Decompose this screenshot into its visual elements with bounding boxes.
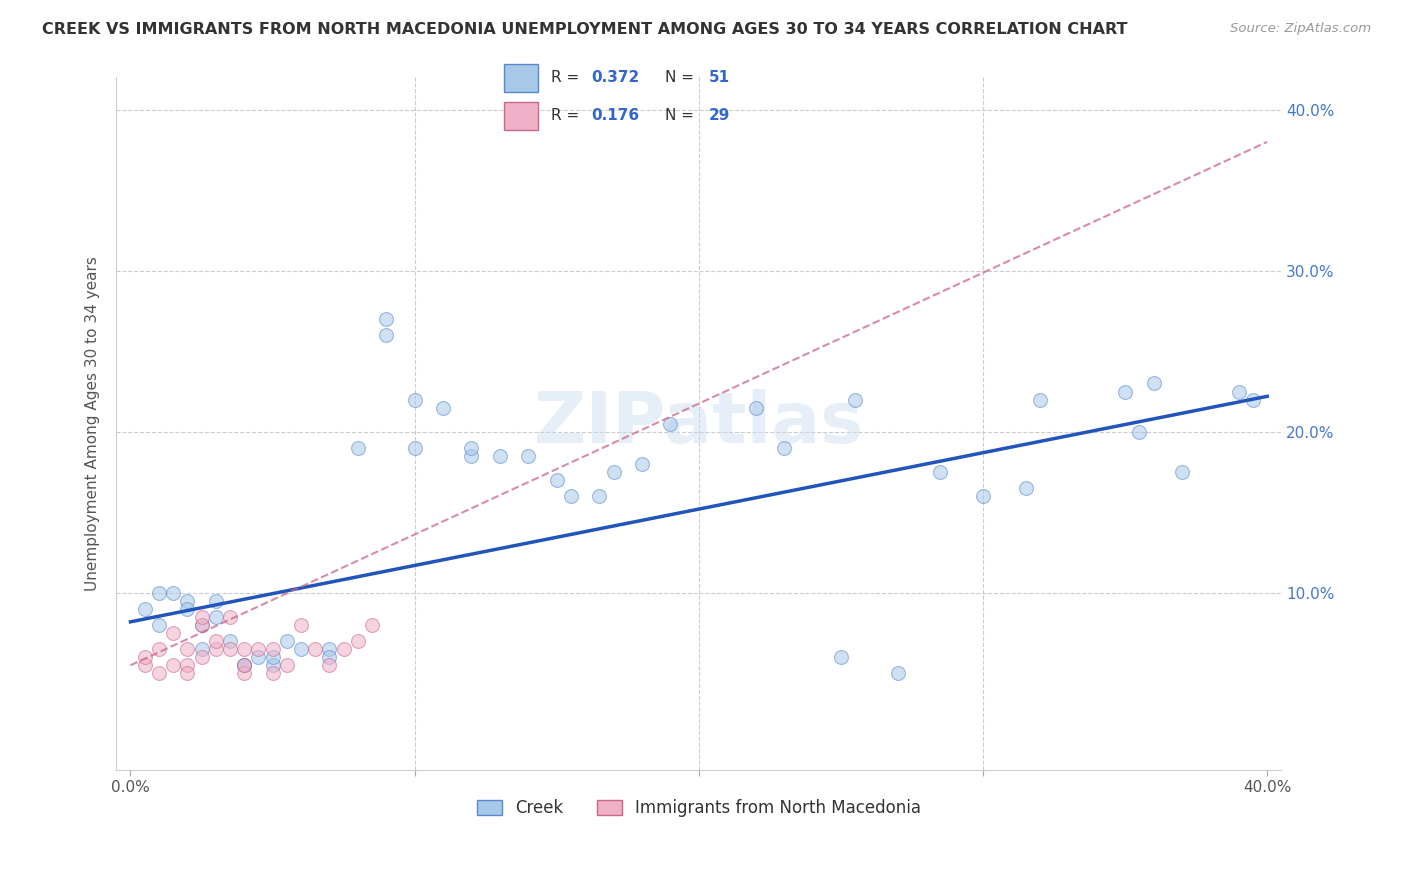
- Point: [489, 449, 512, 463]
- Point: [1128, 425, 1150, 439]
- Point: [304, 642, 326, 657]
- Point: [190, 618, 212, 632]
- Point: [176, 642, 198, 657]
- FancyBboxPatch shape: [505, 63, 538, 92]
- Point: [262, 666, 284, 681]
- Point: [162, 658, 184, 673]
- Point: [1142, 376, 1164, 391]
- Point: [375, 312, 398, 326]
- Point: [318, 658, 340, 673]
- Point: [1241, 392, 1264, 407]
- Point: [318, 650, 340, 665]
- Point: [460, 449, 482, 463]
- Point: [460, 441, 482, 455]
- Point: [276, 634, 298, 648]
- Point: [262, 650, 284, 665]
- Point: [190, 618, 212, 632]
- Text: N =: N =: [665, 108, 699, 123]
- Point: [773, 441, 796, 455]
- Point: [602, 465, 624, 479]
- Point: [972, 489, 994, 503]
- Point: [219, 634, 242, 648]
- Point: [560, 489, 582, 503]
- Point: [744, 401, 766, 415]
- Text: 29: 29: [709, 108, 730, 123]
- Point: [204, 594, 226, 608]
- Point: [517, 449, 540, 463]
- Point: [190, 642, 212, 657]
- Point: [204, 610, 226, 624]
- Point: [290, 642, 312, 657]
- Point: [176, 658, 198, 673]
- Point: [247, 642, 270, 657]
- Point: [887, 666, 910, 681]
- Text: R =: R =: [551, 108, 583, 123]
- Point: [1114, 384, 1136, 399]
- Point: [290, 618, 312, 632]
- Point: [148, 666, 170, 681]
- Point: [546, 473, 568, 487]
- Point: [346, 441, 368, 455]
- Point: [631, 457, 654, 471]
- Point: [1014, 481, 1036, 495]
- Text: CREEK VS IMMIGRANTS FROM NORTH MACEDONIA UNEMPLOYMENT AMONG AGES 30 TO 34 YEARS : CREEK VS IMMIGRANTS FROM NORTH MACEDONIA…: [42, 22, 1128, 37]
- Text: N =: N =: [665, 70, 699, 85]
- Text: Source: ZipAtlas.com: Source: ZipAtlas.com: [1230, 22, 1371, 36]
- Point: [588, 489, 610, 503]
- Point: [404, 441, 426, 455]
- Text: 0.372: 0.372: [591, 70, 640, 85]
- Point: [204, 634, 226, 648]
- Point: [134, 658, 156, 673]
- Point: [190, 650, 212, 665]
- Text: R =: R =: [551, 70, 583, 85]
- Point: [176, 594, 198, 608]
- Point: [659, 417, 682, 431]
- Point: [830, 650, 852, 665]
- Point: [176, 602, 198, 616]
- Point: [929, 465, 952, 479]
- Point: [332, 642, 354, 657]
- Point: [318, 642, 340, 657]
- Point: [1171, 465, 1194, 479]
- Point: [233, 642, 256, 657]
- Point: [219, 610, 242, 624]
- Point: [148, 586, 170, 600]
- Point: [233, 658, 256, 673]
- Point: [148, 642, 170, 657]
- Point: [162, 586, 184, 600]
- Point: [404, 392, 426, 407]
- Text: 51: 51: [709, 70, 730, 85]
- Text: 0.176: 0.176: [591, 108, 640, 123]
- Point: [190, 610, 212, 624]
- Point: [346, 634, 368, 648]
- Point: [162, 626, 184, 640]
- Point: [233, 658, 256, 673]
- Point: [204, 642, 226, 657]
- Point: [1029, 392, 1052, 407]
- Point: [148, 618, 170, 632]
- Legend: Creek, Immigrants from North Macedonia: Creek, Immigrants from North Macedonia: [470, 793, 928, 824]
- FancyBboxPatch shape: [505, 102, 538, 130]
- Point: [262, 658, 284, 673]
- Point: [276, 658, 298, 673]
- Point: [247, 650, 270, 665]
- Point: [134, 602, 156, 616]
- Text: ZIPatlas: ZIPatlas: [534, 389, 863, 458]
- Point: [233, 666, 256, 681]
- Point: [361, 618, 384, 632]
- Point: [219, 642, 242, 657]
- Point: [375, 328, 398, 343]
- Point: [432, 401, 454, 415]
- Y-axis label: Unemployment Among Ages 30 to 34 years: Unemployment Among Ages 30 to 34 years: [86, 256, 100, 591]
- Point: [262, 642, 284, 657]
- Point: [844, 392, 866, 407]
- Point: [134, 650, 156, 665]
- Point: [233, 658, 256, 673]
- Point: [176, 666, 198, 681]
- Point: [1227, 384, 1250, 399]
